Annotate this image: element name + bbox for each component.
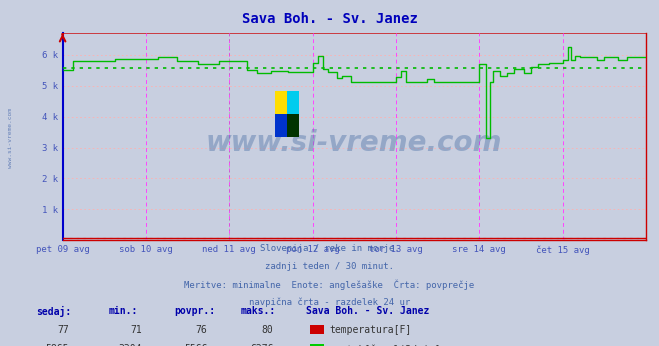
Text: 76: 76 [196, 325, 208, 335]
Text: www.si-vreme.com: www.si-vreme.com [8, 108, 13, 169]
Text: www.si-vreme.com: www.si-vreme.com [206, 129, 502, 157]
Text: 5865: 5865 [45, 344, 69, 346]
Text: temperatura[F]: temperatura[F] [330, 325, 412, 335]
Text: pretok[čevelj3/min]: pretok[čevelj3/min] [330, 344, 441, 346]
Text: navpična črta - razdelek 24 ur: navpična črta - razdelek 24 ur [249, 298, 410, 307]
Text: povpr.:: povpr.: [175, 306, 215, 316]
Bar [287, 114, 299, 137]
Bar [275, 91, 287, 114]
Text: Meritve: minimalne  Enote: anglešaške  Črta: povprečje: Meritve: minimalne Enote: anglešaške Črt… [185, 280, 474, 290]
Text: 80: 80 [262, 325, 273, 335]
Text: zadnji teden / 30 minut.: zadnji teden / 30 minut. [265, 262, 394, 271]
Text: 71: 71 [130, 325, 142, 335]
Bar [275, 114, 287, 137]
Text: 77: 77 [57, 325, 69, 335]
Text: sedaj:: sedaj: [36, 306, 71, 317]
Text: maks.:: maks.: [241, 306, 275, 316]
Text: min.:: min.: [109, 306, 138, 316]
Text: 5566: 5566 [184, 344, 208, 346]
Text: Sava Boh. - Sv. Janez: Sava Boh. - Sv. Janez [306, 306, 430, 316]
Text: Sava Boh. - Sv. Janez: Sava Boh. - Sv. Janez [242, 12, 417, 26]
Text: 6276: 6276 [250, 344, 273, 346]
Bar [287, 91, 299, 114]
Text: Slovenija / reke in morje.: Slovenija / reke in morje. [260, 244, 399, 253]
Text: 3304: 3304 [118, 344, 142, 346]
